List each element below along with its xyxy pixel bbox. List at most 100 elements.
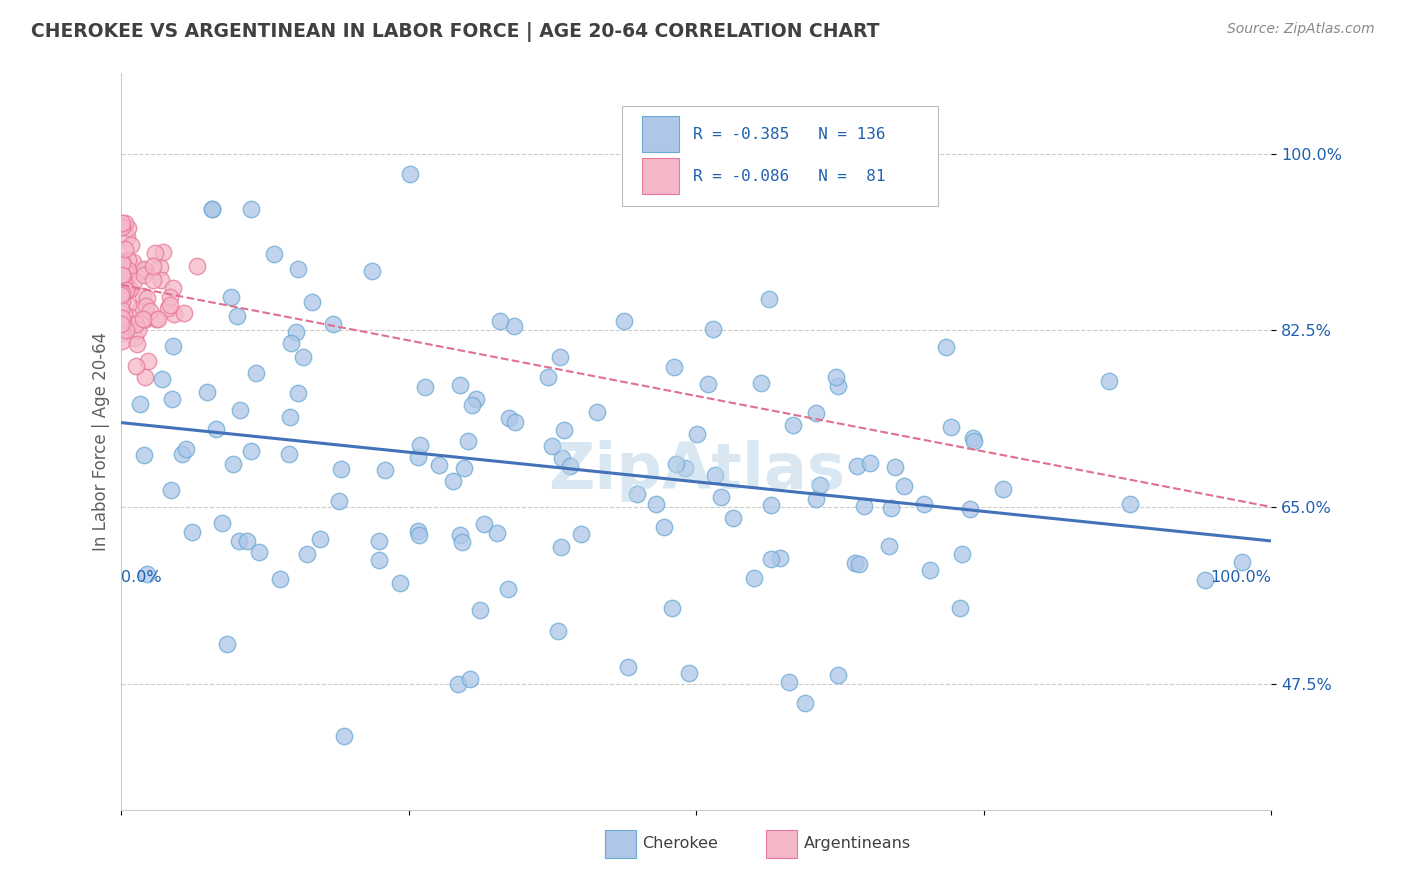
Argentineans [173,305,195,319]
Cherokee [553,423,575,437]
Cherokee [912,497,935,511]
Argentineans [114,277,136,292]
Cherokee [613,314,636,328]
Argentineans [111,334,134,348]
Argentineans [131,311,153,326]
Cherokee [893,479,915,493]
Cherokee [877,539,900,553]
Argentineans [111,286,134,301]
Cherokee [453,460,475,475]
Cherokee [1119,497,1142,511]
Cherokee [461,398,484,412]
Argentineans [117,229,139,244]
Argentineans [110,260,132,274]
Cherokee [470,603,492,617]
Cherokee [749,376,772,390]
Cherokee [827,668,849,682]
Cherokee [450,535,472,549]
Cherokee [939,420,962,434]
Cherokee [503,318,526,333]
Cherokee [441,474,464,488]
Cherokee [159,483,181,498]
Cherokee [1232,555,1254,569]
Cherokee [859,456,882,470]
Cherokee [991,482,1014,496]
Cherokee [280,336,302,351]
Cherokee [806,406,828,420]
Cherokee [503,415,526,429]
Cherokee [367,553,389,567]
Argentineans [114,285,136,299]
Argentineans [127,323,149,337]
Cherokee [498,411,520,425]
Cherokee [263,247,285,261]
Argentineans [186,260,208,274]
Cherokee [541,439,564,453]
Argentineans [110,219,132,233]
Cherokee [219,290,242,304]
Text: R = -0.385   N = 136: R = -0.385 N = 136 [693,127,886,142]
Argentineans [118,267,141,281]
Cherokee [782,417,804,432]
Cherokee [702,322,724,336]
Cherokee [328,494,350,508]
Cherokee [496,582,519,597]
Cherokee [368,533,391,548]
Cherokee [332,729,354,743]
Cherokee [128,397,150,411]
Argentineans [111,259,134,273]
Y-axis label: In Labor Force | Age 20-64: In Labor Force | Age 20-64 [93,332,110,551]
Cherokee [686,426,709,441]
Cherokee [880,501,903,516]
Cherokee [488,314,510,328]
Argentineans [117,263,139,277]
Argentineans [134,369,156,384]
Cherokee [962,431,984,445]
FancyBboxPatch shape [643,117,679,152]
Cherokee [959,502,981,516]
Cherokee [645,497,668,511]
Argentineans [114,243,136,257]
Argentineans [127,336,149,351]
Text: R = -0.086   N =  81: R = -0.086 N = 81 [693,169,886,184]
Cherokee [664,359,686,374]
Cherokee [235,533,257,548]
Argentineans [162,281,184,295]
Cherokee [569,527,592,541]
Cherokee [844,556,866,570]
Argentineans [152,245,174,260]
Cherokee [852,499,875,513]
Cherokee [201,202,224,216]
Argentineans [129,301,152,315]
Argentineans [111,219,134,234]
Cherokee [550,350,572,364]
Cherokee [278,447,301,461]
Cherokee [778,674,800,689]
Argentineans [110,326,132,340]
Cherokee [226,309,249,323]
Cherokee [374,463,396,477]
Cherokee [295,547,318,561]
Cherokee [170,447,193,461]
Cherokee [883,459,905,474]
Cherokee [160,392,183,406]
Argentineans [142,273,165,287]
Cherokee [673,461,696,475]
Cherokee [758,292,780,306]
Cherokee [280,409,302,424]
Text: Cherokee: Cherokee [643,837,718,851]
Cherokee [654,519,676,533]
Cherokee [389,576,412,591]
Cherokee [449,377,471,392]
Cherokee [1194,574,1216,588]
Cherokee [413,380,436,394]
Cherokee [464,392,486,406]
Cherokee [661,601,683,615]
Argentineans [149,273,172,287]
Cherokee [617,660,640,674]
Cherokee [551,450,574,465]
Argentineans [120,238,142,252]
Cherokee [447,677,470,691]
Argentineans [117,220,139,235]
Cherokee [301,294,323,309]
